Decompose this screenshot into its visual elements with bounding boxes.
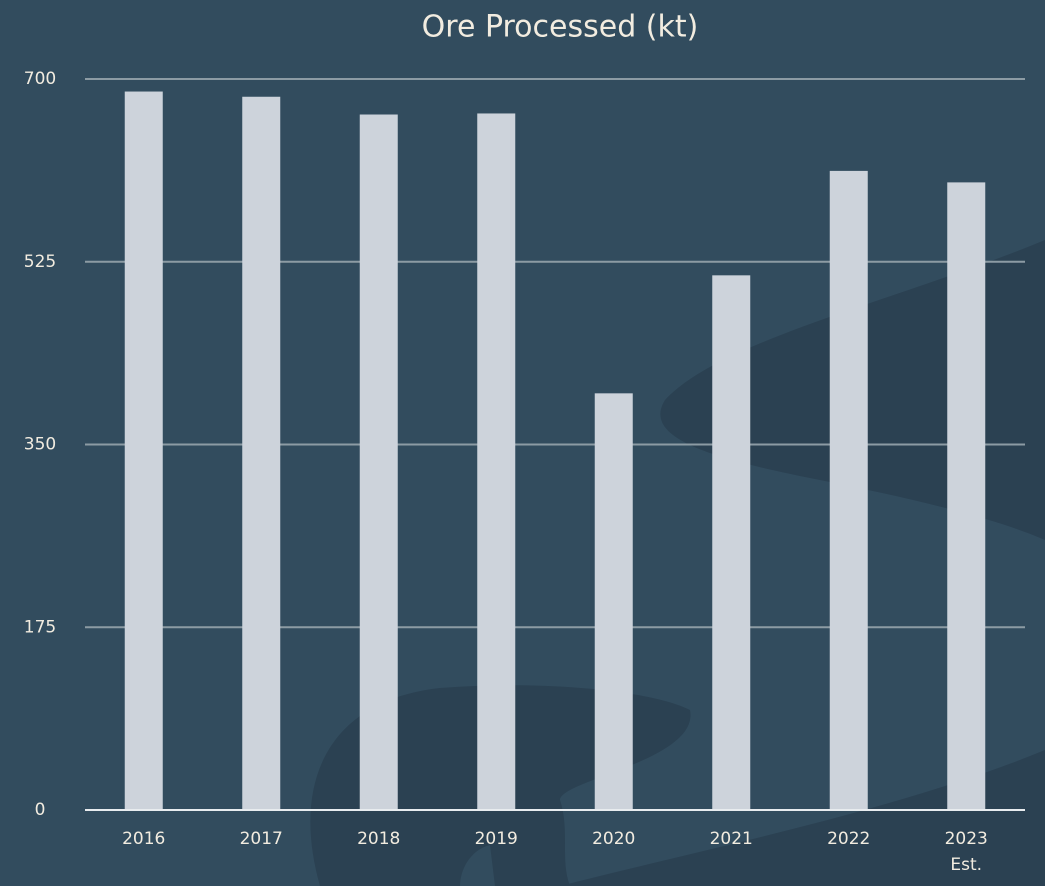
y-tick-label: 0 xyxy=(35,800,46,820)
x-tick-label: 2023 Est. xyxy=(944,829,988,875)
bar xyxy=(242,96,281,810)
y-tick-label: 350 xyxy=(24,435,56,455)
y-tick-label: 175 xyxy=(24,617,56,637)
decoration xyxy=(560,750,1045,886)
x-tick-label: 2021 xyxy=(709,829,753,849)
x-tick-label: 2017 xyxy=(239,829,283,849)
x-tick-label: 2020 xyxy=(592,829,636,849)
bar xyxy=(829,170,868,810)
x-tick-label: 2022 xyxy=(827,829,871,849)
bar xyxy=(712,275,751,811)
decoration xyxy=(460,845,495,886)
y-tick-label: 525 xyxy=(24,252,56,272)
bar xyxy=(124,91,163,810)
bar xyxy=(594,393,633,810)
bar xyxy=(477,113,516,810)
chart-title: Ore Processed (kt) xyxy=(422,10,699,45)
x-tick-label: 2019 xyxy=(474,829,518,849)
bar xyxy=(947,182,986,811)
bar xyxy=(359,114,398,810)
y-tick-label: 700 xyxy=(24,69,56,89)
x-tick-label: 2016 xyxy=(122,829,166,849)
x-tick-label: 2018 xyxy=(357,829,401,849)
